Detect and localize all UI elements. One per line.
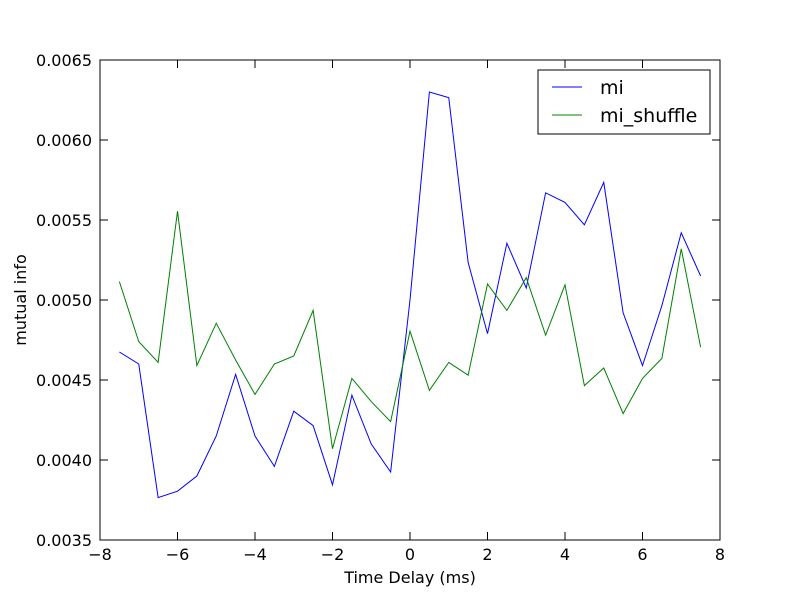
ticks-layer (99, 59, 721, 541)
series-layer (118, 91, 702, 499)
y-tick-label-6: 0.0065 (36, 51, 92, 70)
y-tick-label-4: 0.0055 (36, 211, 92, 230)
x-tick-label-4: 0 (405, 545, 415, 564)
x-tick-labels: −8 −6 −4 −2 0 2 4 6 8 (88, 545, 725, 564)
x-tick-label-7: 6 (637, 545, 647, 564)
y-tick-label-0: 0.0035 (36, 531, 92, 550)
x-tick-label-1: −6 (166, 545, 190, 564)
series-line-mi-shuffle (118, 211, 702, 449)
legend-box (537, 69, 711, 135)
y-tick-label-5: 0.0060 (36, 131, 92, 150)
legend: mi mi_shuffle (537, 69, 711, 135)
x-tick-label-2: −4 (243, 545, 267, 564)
y-tick-label-1: 0.0040 (36, 451, 92, 470)
x-tick-label-3: −2 (321, 545, 345, 564)
y-tick-labels: 0.0035 0.0040 0.0045 0.0050 0.0055 0.0060 0.00… (36, 51, 92, 550)
legend-label-mi: mi (600, 77, 624, 99)
series-line-mi (119, 91, 702, 499)
legend-label-mi-shuffle: mi_shuffle (600, 105, 697, 127)
x-tick-label-8: 8 (715, 545, 725, 564)
x-axis-label: Time Delay (ms) (343, 568, 476, 587)
y-tick-label-3: 0.0050 (36, 291, 92, 310)
y-axis-label: mutual info (11, 254, 30, 345)
x-tick-label-6: 4 (560, 545, 570, 564)
x-tick-label-5: 2 (482, 545, 492, 564)
y-tick-label-2: 0.0045 (36, 371, 92, 390)
x-tick-label-0: −8 (88, 545, 112, 564)
